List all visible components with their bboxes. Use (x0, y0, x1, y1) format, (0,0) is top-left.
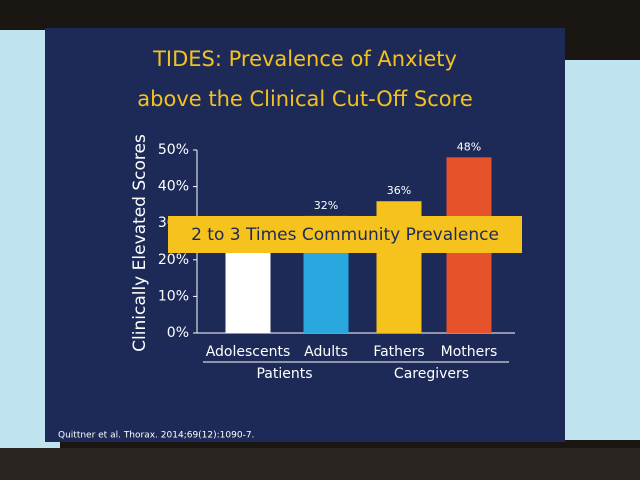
title-line: TIDES: Prevalence of Anxiety (152, 47, 457, 71)
x-tick-label: Adolescents (206, 344, 291, 360)
y-tick-label: 0% (167, 325, 189, 341)
group-label: Patients (256, 366, 312, 382)
x-tick-label: Adults (304, 344, 348, 360)
annotation: 2 to 3 Times Community Prevalence (191, 225, 499, 245)
value-label: 48% (457, 140, 481, 153)
group-label: Caregivers (394, 366, 469, 382)
y-tick-label: 10% (158, 288, 189, 304)
y-tick-label: 50% (158, 142, 189, 158)
bar (225, 241, 271, 333)
y-tick-label: 40% (158, 179, 189, 195)
right-panel (560, 60, 640, 440)
y-axis-label: Clinically Elevated Scores (130, 134, 150, 352)
y-tick-label: 20% (158, 252, 189, 268)
title-line: above the Clinical Cut-Off Score (137, 87, 472, 111)
value-label: 36% (387, 184, 411, 197)
audience (0, 448, 640, 480)
x-tick-label: Mothers (441, 344, 498, 360)
banner (168, 216, 522, 253)
value-label: 32% (314, 199, 338, 212)
source: Quittner et al. Thorax. 2014;69(12):1090… (58, 431, 254, 441)
x-tick-label: Fathers (373, 344, 424, 360)
